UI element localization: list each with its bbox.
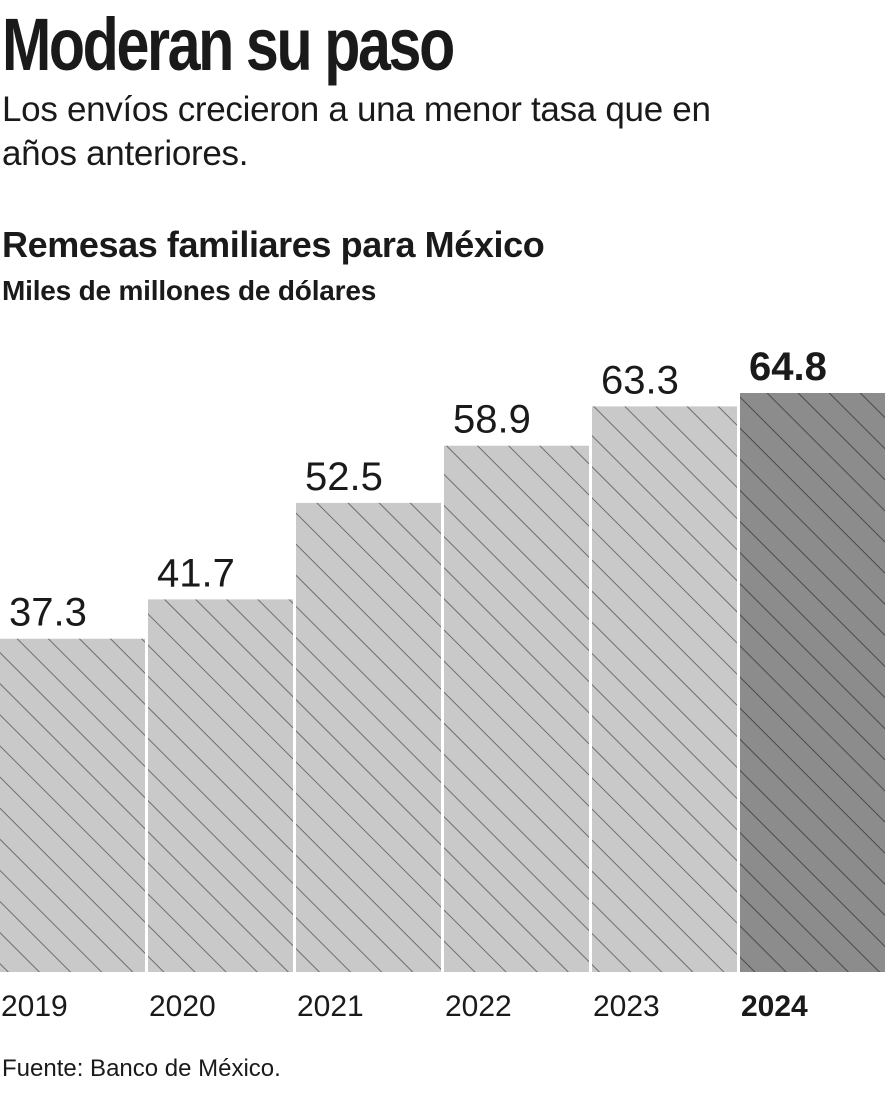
- chart-title: Remesas familiares para México: [2, 224, 545, 265]
- chart-subtitle: Miles de millones de dólares: [2, 275, 377, 306]
- value-labels-group: 37.3 41.7 52.5 58.9 63.3 64.8: [9, 345, 827, 635]
- deck-text: Los envíos crecieron a una menor tasa qu…: [2, 90, 711, 173]
- bar-2021: [296, 502, 441, 972]
- bar-2024: [740, 393, 885, 972]
- category-label-2020: 2020: [149, 990, 216, 1023]
- bars-group: [0, 393, 885, 972]
- category-label-2024: 2024: [741, 990, 808, 1023]
- source-note: Fuente: Banco de México.: [2, 1055, 281, 1082]
- category-label-2022: 2022: [445, 990, 512, 1023]
- value-label-2022: 58.9: [453, 398, 531, 442]
- value-label-2019: 37.3: [9, 591, 87, 635]
- category-labels-group: 2019 2020 2021 2022 2023 2024: [1, 990, 808, 1023]
- bar-2022: [444, 445, 589, 972]
- value-label-2023: 63.3: [601, 358, 679, 402]
- value-label-2020: 41.7: [157, 551, 235, 595]
- bar-2023: [592, 406, 737, 972]
- bar-2020: [148, 599, 293, 972]
- category-label-2019: 2019: [1, 990, 68, 1023]
- category-label-2023: 2023: [593, 990, 660, 1023]
- bar-2019: [0, 638, 145, 972]
- value-label-2021: 52.5: [305, 455, 383, 499]
- category-label-2021: 2021: [297, 990, 364, 1023]
- headline: Moderan su paso: [2, 3, 455, 86]
- value-label-2024: 64.8: [749, 345, 827, 389]
